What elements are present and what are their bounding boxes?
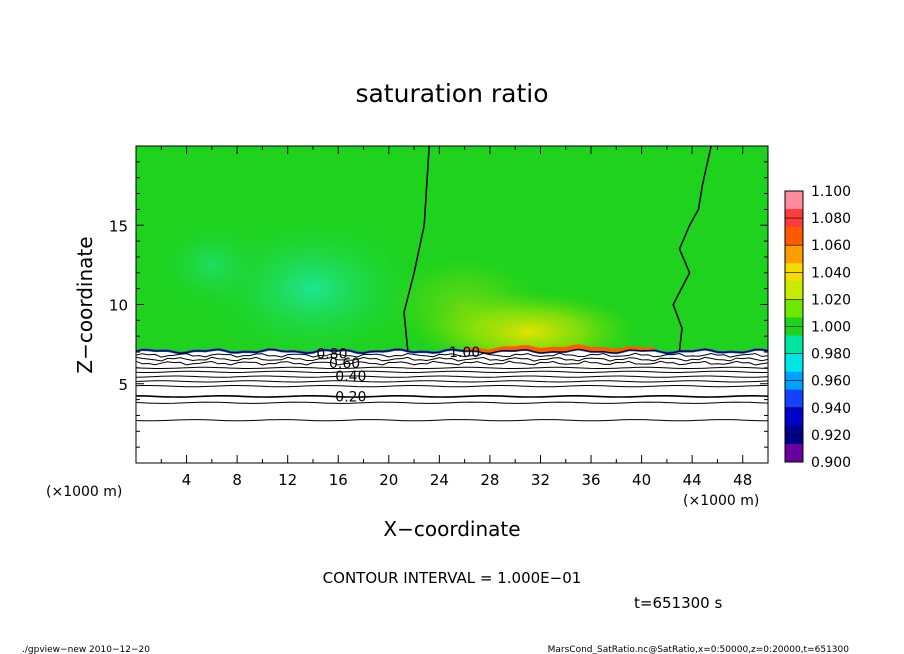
colorbar-label: 0.980 bbox=[811, 347, 851, 363]
colorbar-label: 1.040 bbox=[811, 265, 851, 281]
contour-line bbox=[135, 401, 769, 404]
contour-line bbox=[135, 385, 768, 388]
x-tick-label: 12 bbox=[278, 471, 297, 489]
colorbar-swatch bbox=[785, 389, 803, 409]
contour-label: 0.20 bbox=[335, 389, 366, 405]
contour-line bbox=[135, 360, 769, 366]
time-label: t=651300 s bbox=[634, 594, 722, 612]
contour-line bbox=[135, 356, 769, 362]
colorbar-swatch bbox=[785, 335, 803, 355]
chart-title: saturation ratio bbox=[355, 79, 548, 108]
x-unit-left: (×1000 m) bbox=[46, 484, 122, 500]
colorbar: 1.100 1.080 1.060 1.040 1.020 1.000 0.980 0.960… bbox=[784, 184, 851, 471]
x-tick-label: 24 bbox=[430, 471, 449, 489]
contour-line bbox=[135, 370, 768, 373]
x-tick-label: 40 bbox=[632, 471, 651, 489]
footer-right: MarsCond_SatRatio.nc@SatRatio,x=0:50000,… bbox=[548, 645, 850, 654]
colorbar-label: 0.960 bbox=[811, 374, 851, 390]
contour-label: 0.60 bbox=[329, 356, 360, 372]
colorbar-label: 1.000 bbox=[811, 320, 851, 336]
x-axis-ticks: 4 8 12 16 20 24 28 32 36 40 44 48 bbox=[160, 146, 769, 489]
colorbar-label: 0.900 bbox=[811, 455, 851, 471]
contour-line bbox=[135, 380, 769, 383]
contour-lines bbox=[135, 145, 769, 422]
colorbar-label: 1.080 bbox=[811, 211, 851, 227]
colorbar-label: 0.920 bbox=[811, 428, 851, 444]
contour-labels: 1.00 0.800.600.40 0.20 bbox=[316, 345, 480, 405]
field-cool-region bbox=[151, 214, 272, 315]
x-tick-label: 44 bbox=[683, 471, 702, 489]
x-axis-title: X−coordinate bbox=[383, 517, 520, 541]
x-tick-label: 4 bbox=[182, 471, 192, 489]
x-tick-label: 8 bbox=[232, 471, 242, 489]
colorbar-swatch bbox=[785, 407, 803, 427]
contour-line bbox=[135, 366, 769, 369]
y-axis-ticks: 5 10 15 bbox=[109, 161, 768, 448]
x-unit-right: (×1000 m) bbox=[683, 493, 759, 509]
colorbar-label: 1.020 bbox=[811, 292, 851, 308]
colorbar-swatch bbox=[785, 299, 803, 318]
colorbar-swatch bbox=[785, 443, 803, 463]
field-warm-region bbox=[384, 254, 545, 355]
x-tick-label: 28 bbox=[480, 471, 499, 489]
x-tick-label: 20 bbox=[379, 471, 398, 489]
colorbar-swatch bbox=[785, 353, 803, 373]
contour-interval-text: CONTOUR INTERVAL = 1.000E−01 bbox=[323, 569, 582, 587]
x-tick-label: 16 bbox=[329, 471, 348, 489]
contour-line bbox=[135, 375, 769, 378]
colorbar-swatch bbox=[785, 227, 803, 246]
y-tick-label: 10 bbox=[109, 297, 128, 315]
y-axis-title: Z−coordinate bbox=[73, 236, 97, 373]
contour-label: 0.80 bbox=[316, 347, 347, 363]
field-supersaturated-lens bbox=[464, 344, 655, 354]
contour-line bbox=[135, 348, 769, 354]
contour-line bbox=[135, 352, 769, 358]
y-tick-label: 5 bbox=[118, 376, 128, 394]
field-subsaturated-region bbox=[136, 349, 768, 463]
x-tick-label: 32 bbox=[531, 471, 550, 489]
colorbar-swatch bbox=[785, 281, 803, 300]
colorbar-swatch bbox=[785, 191, 803, 210]
colorbar-label: 1.060 bbox=[811, 238, 851, 254]
saturation-field bbox=[136, 146, 768, 463]
x-tick-label: 36 bbox=[581, 471, 600, 489]
contour-line bbox=[672, 145, 712, 351]
contour-label: 0.40 bbox=[335, 369, 366, 385]
contour-line bbox=[403, 145, 430, 351]
contour-line bbox=[135, 419, 768, 422]
y-tick-label: 15 bbox=[109, 217, 128, 235]
x-tick-label: 48 bbox=[733, 471, 752, 489]
colorbar-swatch bbox=[785, 245, 803, 264]
footer-left: ./gpview−new 2010−12−20 bbox=[22, 645, 150, 654]
contour-label: 1.00 bbox=[449, 345, 480, 361]
contour-line bbox=[135, 394, 769, 398]
colorbar-label: 1.100 bbox=[811, 184, 851, 200]
colorbar-label: 0.940 bbox=[811, 401, 851, 417]
